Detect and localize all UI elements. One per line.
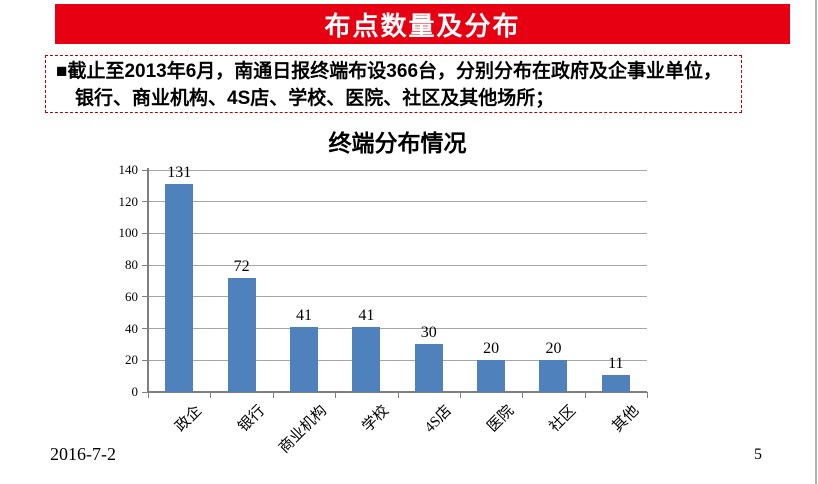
- footer-date: 2016-7-2: [50, 444, 116, 464]
- slide-title: 布点数量及分布: [324, 10, 521, 41]
- x-axis-tick: [210, 392, 212, 398]
- bar-value-label: 41: [295, 306, 312, 324]
- bar-value-label: 20: [545, 340, 562, 358]
- category-label: 社区: [547, 402, 580, 436]
- bar: [601, 374, 630, 392]
- category-label: 银行: [235, 402, 268, 436]
- y-axis-tick: [142, 328, 148, 330]
- y-axis-tick-label: 0: [131, 384, 139, 399]
- y-axis-tick-label: 20: [125, 352, 138, 368]
- y-axis-tick: [142, 264, 148, 266]
- intro-text-line-1: ■截止至2013年6月，南通日报终端布设366台，分别分布在政府及企事业单位，: [56, 61, 723, 82]
- x-axis-line: [147, 391, 647, 393]
- bar: [477, 360, 506, 392]
- x-axis-tick: [148, 392, 149, 398]
- bar: [289, 326, 318, 392]
- y-gridline: [148, 169, 647, 171]
- x-axis-tick: [647, 392, 648, 398]
- slide-right-edge: [815, 0, 817, 484]
- x-axis-tick: [397, 392, 399, 398]
- x-axis-tick: [584, 392, 586, 398]
- category-label: 4S店: [421, 402, 455, 436]
- y-axis-tick: [142, 391, 148, 393]
- category-label: 学校: [359, 402, 393, 436]
- title-banner: 布点数量及分布: [55, 4, 790, 44]
- y-axis-tick: [142, 359, 148, 361]
- bar-value-label: 72: [233, 257, 250, 275]
- page-number: 5: [754, 446, 762, 463]
- x-axis-tick: [335, 392, 337, 398]
- intro-textbox: ■截止至2013年6月，南通日报终端布设366台，分别分布在政府及企事业单位， …: [45, 55, 742, 113]
- y-gridline: [148, 264, 647, 266]
- category-label: 政企: [172, 402, 206, 436]
- y-axis-tick-label: 40: [125, 320, 138, 336]
- y-axis-tick: [142, 201, 148, 203]
- y-axis-tick: [142, 232, 148, 234]
- category-label: 医院: [484, 402, 518, 436]
- y-axis-tick-label: 140: [118, 162, 139, 177]
- bar-value-label: 30: [420, 324, 437, 342]
- bar: [227, 277, 256, 392]
- y-axis-line: [147, 168, 149, 393]
- y-gridline: [148, 296, 647, 298]
- y-gridline: [148, 232, 647, 234]
- x-axis-tick: [522, 392, 524, 398]
- y-axis-tick-label: 60: [125, 288, 138, 304]
- y-gridline: [148, 201, 647, 203]
- bar: [165, 184, 194, 392]
- y-gridline: [148, 328, 647, 330]
- category-label: 其他: [609, 402, 642, 436]
- bar-value-label: 20: [483, 340, 500, 358]
- y-axis-tick-label: 120: [118, 193, 139, 209]
- chart-title: 终端分布情况: [328, 131, 467, 156]
- y-axis-tick-label: 80: [125, 257, 138, 273]
- bar: [352, 326, 381, 392]
- bar-value-label: 11: [608, 354, 624, 372]
- x-axis-tick: [459, 392, 461, 398]
- bar-value-label: 131: [167, 164, 192, 182]
- x-axis-tick: [272, 392, 274, 398]
- y-axis-tick: [142, 296, 148, 298]
- bar: [414, 344, 443, 392]
- intro-text-line-2: 银行、商业机构、4S店、学校、医院、社区及其他场所；: [75, 88, 555, 109]
- category-label: 商业机构: [276, 402, 331, 457]
- y-gridline: [148, 359, 647, 361]
- y-axis-tick: [142, 169, 148, 171]
- bar-value-label: 41: [358, 306, 375, 324]
- y-axis-tick-label: 100: [118, 225, 139, 241]
- bar: [539, 360, 568, 392]
